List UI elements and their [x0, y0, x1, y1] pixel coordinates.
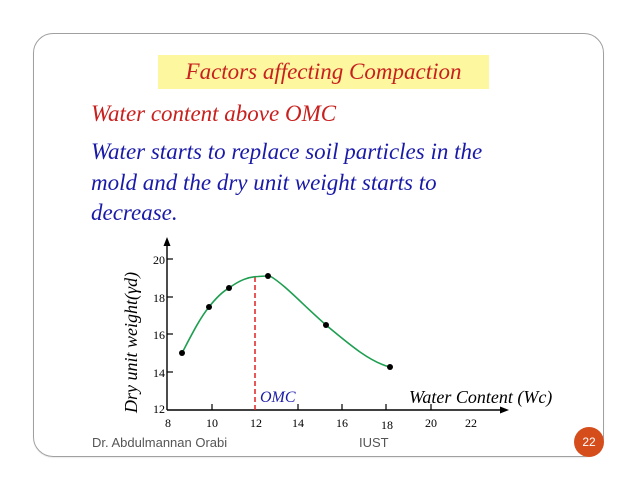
data-points — [179, 273, 393, 370]
x-axis-arrow-icon — [500, 406, 509, 414]
compaction-curve — [181, 275, 391, 368]
footer-author: Dr. Abdulmannan Orabi — [92, 435, 228, 450]
data-point — [323, 322, 329, 328]
data-point — [387, 364, 393, 370]
x-tick-labels: 8 10 12 14 16 18 20 22 — [165, 416, 477, 432]
y-tick-label: 18 — [153, 291, 165, 305]
x-ticks — [211, 404, 432, 410]
x-tick-label: 14 — [292, 416, 304, 430]
slide-subheading: Water content above OMC — [91, 101, 337, 126]
data-point — [226, 285, 232, 291]
slide-title-box: Factors affecting Compaction — [158, 55, 489, 89]
body-line: decrease. — [91, 200, 178, 225]
y-ticks — [167, 258, 173, 373]
x-tick-label: 8 — [165, 416, 171, 430]
footer-organization: IUST — [359, 435, 389, 450]
y-axis-arrow-icon — [163, 237, 171, 246]
x-tick-label: 10 — [206, 416, 218, 430]
body-line: mold and the dry unit weight starts to — [91, 169, 437, 195]
slide-body: Water starts to replace soil particles i… — [91, 137, 531, 229]
x-tick-label: 20 — [425, 416, 437, 430]
body-line: Water starts to replace soil particles i… — [91, 139, 483, 164]
y-tick-label: 16 — [153, 328, 165, 342]
x-tick-label: 18 — [381, 418, 393, 432]
y-tick-label: 14 — [153, 366, 165, 380]
x-tick-label: 12 — [250, 416, 262, 430]
x-tick-label: 22 — [465, 416, 477, 430]
omc-label: OMC — [260, 389, 296, 406]
y-tick-labels: 20 18 16 14 12 — [153, 253, 165, 416]
slide-frame — [33, 33, 604, 457]
data-point — [179, 350, 185, 356]
x-axis-label: Water Content (Wc) — [409, 387, 552, 408]
slide-title: Factors affecting Compaction — [185, 59, 462, 84]
y-tick-label: 12 — [153, 402, 165, 416]
data-point — [206, 304, 212, 310]
y-axis-label: Dry unit weight(γd) — [121, 272, 142, 414]
x-tick-label: 16 — [336, 416, 348, 430]
data-point — [265, 273, 271, 279]
page-number-badge: 22 — [574, 427, 604, 457]
y-tick-label: 20 — [153, 253, 165, 267]
